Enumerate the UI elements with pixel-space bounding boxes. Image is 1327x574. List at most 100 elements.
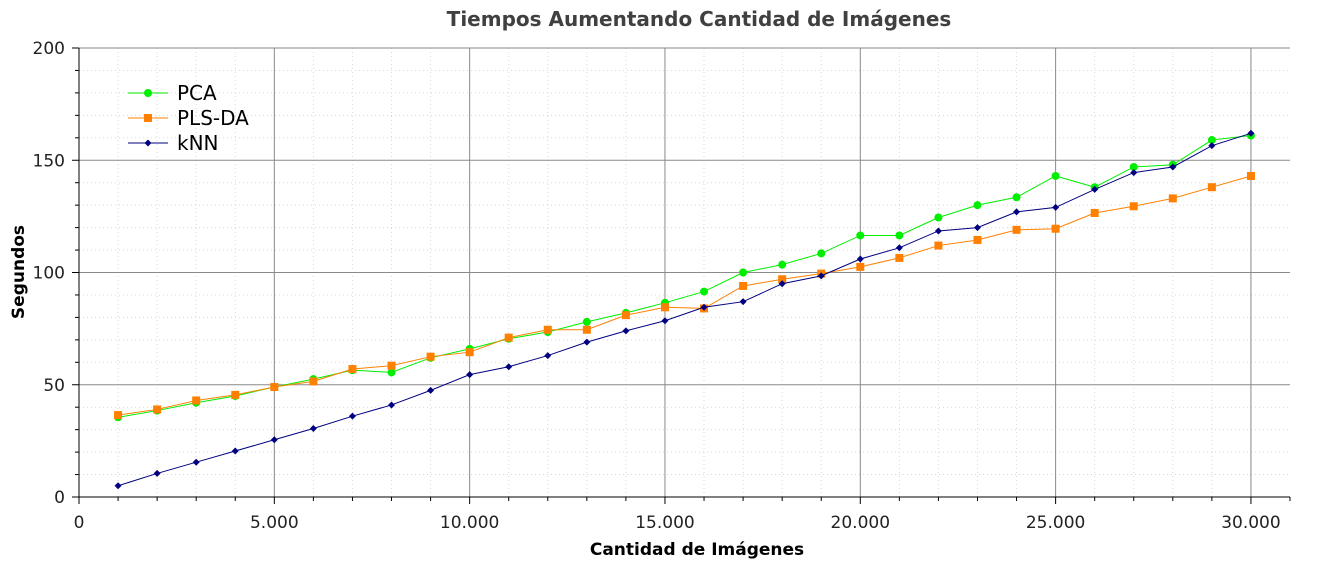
x-tick-label: 5.000 (250, 513, 299, 533)
data-point-pls-da (153, 405, 162, 414)
data-point-pls-da (973, 235, 982, 244)
data-point-pls-da (114, 411, 123, 420)
data-point-pca (582, 317, 591, 326)
data-point-pls-da (1129, 202, 1138, 211)
data-point-pls-da (348, 365, 357, 374)
data-point-pca (934, 213, 943, 222)
legend-swatch-marker (144, 89, 152, 97)
data-point-pls-da (387, 361, 396, 370)
data-point-pls-da (1012, 225, 1021, 234)
data-point-knn (153, 469, 161, 477)
data-point-pca (973, 201, 982, 210)
data-point-pls-da (1246, 171, 1255, 180)
data-point-pls-da (426, 352, 435, 361)
y-tick-label: 100 (33, 264, 65, 284)
legend-label: kNN (177, 131, 219, 155)
x-axis-label: Cantidad de Imágenes (590, 540, 804, 560)
y-tick-label: 50 (43, 376, 65, 396)
series-knn (114, 129, 1255, 490)
series-line-pls-da (117, 175, 1252, 416)
data-point-pls-da (934, 241, 943, 250)
data-point-pls-da (621, 311, 630, 320)
legend-item-knn: kNN (128, 131, 219, 155)
data-point-knn (1091, 185, 1099, 193)
series-line-knn (117, 132, 1252, 487)
x-tick-label: 20.000 (831, 513, 890, 533)
data-point-pca (1129, 162, 1138, 171)
data-point-pls-da (1168, 194, 1177, 203)
data-point-pca (778, 260, 787, 269)
y-tick-label: 200 (33, 39, 65, 59)
series-layer (114, 129, 1255, 490)
x-tick-label: 30.000 (1221, 513, 1280, 533)
chart-title: Tiempos Aumentando Cantidad de Imágenes (447, 7, 952, 31)
data-point-knn (544, 352, 552, 360)
data-point-pls-da (582, 325, 591, 334)
data-point-knn (856, 255, 864, 263)
axes-layer: 0 5.000 10.000 15.000 20.000 25.000 30.000 0 50 1… (33, 39, 1291, 533)
data-point-knn (622, 327, 630, 335)
data-point-knn (1052, 203, 1060, 211)
data-point-pca (387, 368, 396, 377)
data-point-pls-da (504, 333, 513, 342)
data-point-pls-da (270, 382, 279, 391)
data-point-knn (1208, 142, 1216, 150)
data-point-pls-da (1090, 209, 1099, 218)
data-point-pls-da (1051, 224, 1060, 233)
data-point-knn (1013, 208, 1021, 216)
data-point-pls-da (465, 348, 474, 357)
series-pls-da (114, 171, 1255, 420)
data-point-knn (1247, 129, 1255, 137)
data-point-knn (231, 447, 239, 455)
legend-swatch-marker (144, 139, 152, 147)
legend-swatch-marker (144, 114, 152, 122)
data-point-pca (1012, 193, 1021, 202)
data-point-pls-da (543, 325, 552, 334)
data-point-knn (505, 363, 513, 371)
data-point-knn (192, 458, 200, 466)
grid-layer (79, 47, 1290, 497)
data-point-knn (895, 244, 903, 252)
series-line-pca (117, 135, 1251, 418)
data-point-knn (973, 224, 981, 232)
series-pca (114, 131, 1255, 422)
data-point-knn (700, 303, 708, 311)
data-point-pls-da (660, 303, 669, 312)
data-point-knn (817, 272, 825, 280)
data-point-pca (1051, 171, 1060, 180)
data-point-pls-da (309, 377, 318, 386)
y-tick-label: 150 (33, 151, 65, 171)
data-point-knn (466, 371, 474, 379)
data-point-pls-da (231, 390, 240, 399)
data-point-pls-da (739, 281, 748, 290)
data-point-knn (427, 386, 435, 394)
data-point-knn (778, 280, 786, 288)
data-point-pca (895, 231, 904, 240)
data-point-knn (309, 425, 317, 433)
y-axis-label: Segundos (9, 225, 29, 319)
data-point-knn (739, 298, 747, 306)
data-point-knn (661, 317, 669, 325)
data-point-pls-da (1207, 183, 1216, 192)
data-point-knn (114, 482, 122, 490)
data-point-pca (739, 268, 748, 277)
data-point-pls-da (895, 253, 904, 262)
legend-label: PLS-DA (177, 106, 249, 130)
y-tick-label: 0 (54, 488, 65, 508)
legend-item-pca: PCA (128, 81, 217, 105)
data-point-pca (1207, 136, 1216, 145)
data-point-pca (856, 231, 865, 240)
data-point-pls-da (192, 396, 201, 405)
x-tick-label: 0 (74, 513, 85, 533)
x-tick-label: 15.000 (635, 513, 694, 533)
data-point-knn (348, 412, 356, 420)
x-tick-label: 25.000 (1026, 513, 1085, 533)
data-point-pca (700, 287, 709, 296)
data-point-pca (817, 249, 826, 258)
data-point-pls-da (856, 262, 865, 271)
data-point-knn (1169, 163, 1177, 171)
data-point-knn (1130, 169, 1138, 177)
